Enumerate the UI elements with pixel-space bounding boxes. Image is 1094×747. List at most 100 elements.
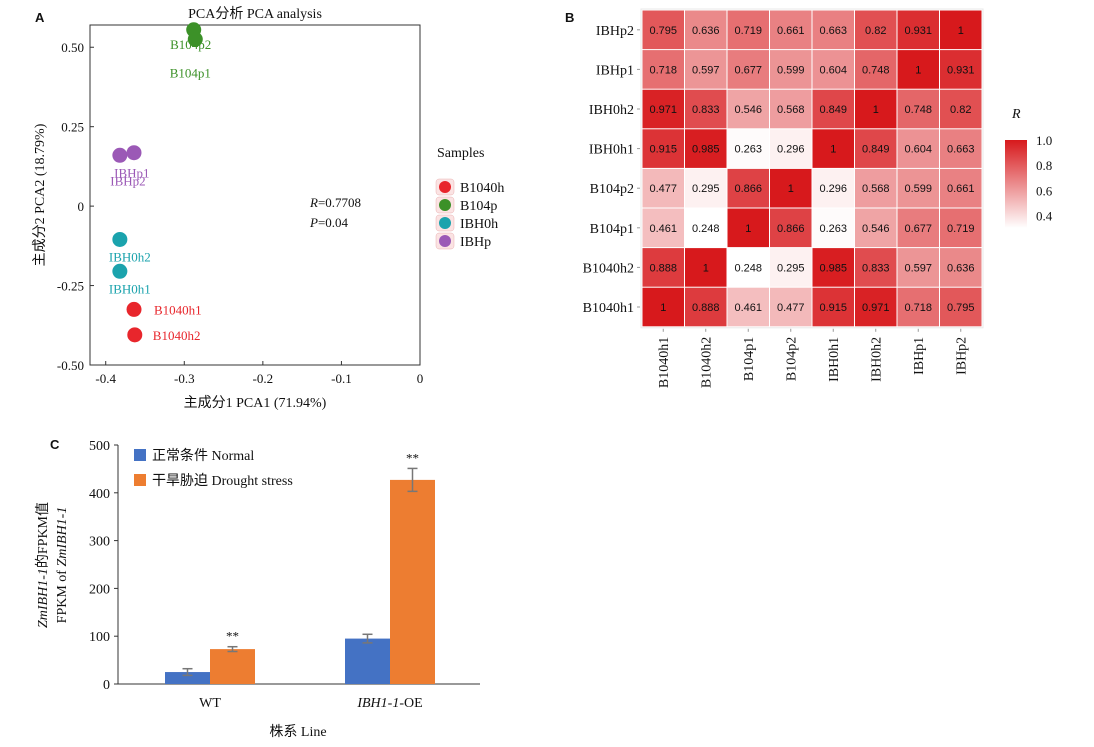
pca-x-tick-label: -0.2 <box>253 371 274 386</box>
heatmap-cell <box>897 208 939 248</box>
pca-point-ibh0h2 <box>112 231 128 247</box>
heatmap-cell <box>812 89 854 129</box>
heatmap-cell <box>940 89 982 129</box>
heatmap-cell-value: 0.296 <box>777 144 805 156</box>
pca-y-axis-label: 主成分2 PCA2 (18.79%) <box>32 123 48 266</box>
heatmap-cell <box>642 248 684 287</box>
heatmap-cell <box>642 50 684 89</box>
heatmap-cell <box>897 287 939 327</box>
heatmap-cell-value: 0.263 <box>734 144 762 156</box>
pca-legend: B1040h B104p IBH0h IBHp <box>435 178 504 250</box>
bar-series: ** ** <box>165 450 435 684</box>
heatmap-column-label: IBH0h2 <box>870 337 885 382</box>
heatmap-cell-value: 0.849 <box>862 144 890 156</box>
bar-y-axis-label-en: FPKM of ZmIBH1-1 <box>55 507 70 624</box>
heatmap-cell <box>642 287 684 327</box>
heatmap-row-labels: IBHp2 IBHp1 IBH0h2 IBH0h1 B104p2 B104p1 B1040h… <box>583 24 640 316</box>
colorbar-ticks: 1.0 0.8 0.6 0.4 <box>1036 133 1053 223</box>
heatmap-cell <box>812 50 854 89</box>
bar <box>345 638 390 684</box>
pca-point-b1040h1 <box>126 301 142 317</box>
panel-c-letter: C <box>50 437 60 452</box>
bar <box>210 649 255 684</box>
heatmap-cell-value: 1 <box>958 25 964 37</box>
heatmap-cell <box>685 10 727 50</box>
heatmap-cell-value: 0.971 <box>862 302 890 314</box>
bar-panel: C 0 100 200 300 400 500 ** ** 正常条件 Normal 干旱胁迫 … <box>35 437 480 740</box>
heatmap-cell <box>727 168 769 208</box>
heatmap-cell <box>685 50 727 89</box>
heatmap-cell <box>770 89 812 129</box>
heatmap-cell-value: 0.461 <box>649 223 677 235</box>
bar-y-ticks: 0 100 200 300 400 500 <box>89 439 118 693</box>
heatmap-cell-value: 0.636 <box>947 262 975 274</box>
heatmap-cell <box>642 208 684 248</box>
heatmap-column-label: B1040h2 <box>700 337 715 388</box>
heatmap-cell <box>897 129 939 168</box>
colorbar-title: R <box>1011 107 1021 122</box>
heatmap-cell-value: 1 <box>703 262 709 274</box>
pca-y-tick-label: -0.25 <box>57 279 84 294</box>
heatmap-cell-value: 0.931 <box>904 25 932 37</box>
bar-y-tick-label: 500 <box>89 439 110 454</box>
heatmap-cell-value: 0.568 <box>862 183 890 195</box>
heatmap-cell-value: 0.597 <box>692 64 720 76</box>
heatmap-cell <box>727 248 769 287</box>
heatmap-cell <box>770 287 812 327</box>
pca-legend-marker <box>439 217 451 229</box>
pca-points: B104p2B104p1IBHp1IBHp2IBH0h2IBH0h1B1040h… <box>109 22 211 343</box>
pca-legend-label: IBH0h <box>460 217 498 232</box>
bar-y-axis-label-cn: ZmIBH1-1的FPKM值 <box>35 502 51 628</box>
heatmap-cell-value: 1 <box>873 104 879 116</box>
heatmap-cell-value: 0.248 <box>692 223 720 235</box>
heatmap-cell <box>897 248 939 287</box>
heatmap-cell-value: 1 <box>830 144 836 156</box>
heatmap-cell <box>770 50 812 89</box>
heatmap-cell <box>940 248 982 287</box>
bar-y-tick-label: 200 <box>89 582 110 597</box>
heatmap-row-label: B1040h1 <box>583 301 634 316</box>
pca-point-label: IBHp1 <box>114 165 149 180</box>
heatmap-cell-value: 0.677 <box>734 64 762 76</box>
pca-point-ibhp2 <box>126 145 142 161</box>
heatmap-cell-value: 0.866 <box>777 223 805 235</box>
heatmap-cell-value: 0.719 <box>947 223 975 235</box>
heatmap-row-label: IBHp1 <box>596 63 634 78</box>
heatmap-cell <box>770 10 812 50</box>
heatmap-cell <box>685 89 727 129</box>
heatmap-cell <box>770 248 812 287</box>
significance-marker: ** <box>406 450 419 465</box>
heatmap-cell-value: 0.604 <box>904 144 932 156</box>
heatmap-cell-value: 0.296 <box>819 183 847 195</box>
heatmap-cell <box>642 89 684 129</box>
heatmap-cell-value: 0.636 <box>692 25 720 37</box>
colorbar-tick-label: 0.4 <box>1036 208 1053 223</box>
heatmap-cell-value: 0.888 <box>692 302 720 314</box>
pca-x-axis-label: 主成分1 PCA1 (71.94%) <box>184 395 327 411</box>
bar-legend-swatch <box>134 474 146 486</box>
heatmap-cell <box>642 168 684 208</box>
heatmap-cell-value: 0.597 <box>904 262 932 274</box>
heatmap-cell-value: 0.82 <box>950 104 971 116</box>
heatmap-cell-value: 0.663 <box>819 25 847 37</box>
pca-x-tick-label: -0.3 <box>174 371 195 386</box>
pca-legend-marker <box>439 235 451 247</box>
pca-point-label: B104p1 <box>170 65 211 80</box>
heatmap-cell <box>727 89 769 129</box>
heatmap-cell-value: 0.888 <box>649 262 677 274</box>
heatmap-cell <box>812 10 854 50</box>
pca-x-tick-label: -0.1 <box>331 371 352 386</box>
pca-point-ibh0h1 <box>112 263 128 279</box>
heatmap-cell <box>770 168 812 208</box>
bar-y-tick-label: 300 <box>89 535 110 550</box>
heatmap-cell <box>727 287 769 327</box>
heatmap-column-label: B104p2 <box>785 337 800 381</box>
heatmap-column-labels: B1040h1 B1040h2 B104p1 B104p2 IBH0h1 IBH0h2 IB… <box>657 328 970 388</box>
heatmap-cell <box>685 129 727 168</box>
heatmap-cell-value: 0.546 <box>862 223 890 235</box>
significance-marker: ** <box>226 629 239 644</box>
heatmap-cell-value: 0.477 <box>777 302 805 314</box>
heatmap-cell <box>897 10 939 50</box>
heatmap-row-label: B104p2 <box>590 182 634 197</box>
